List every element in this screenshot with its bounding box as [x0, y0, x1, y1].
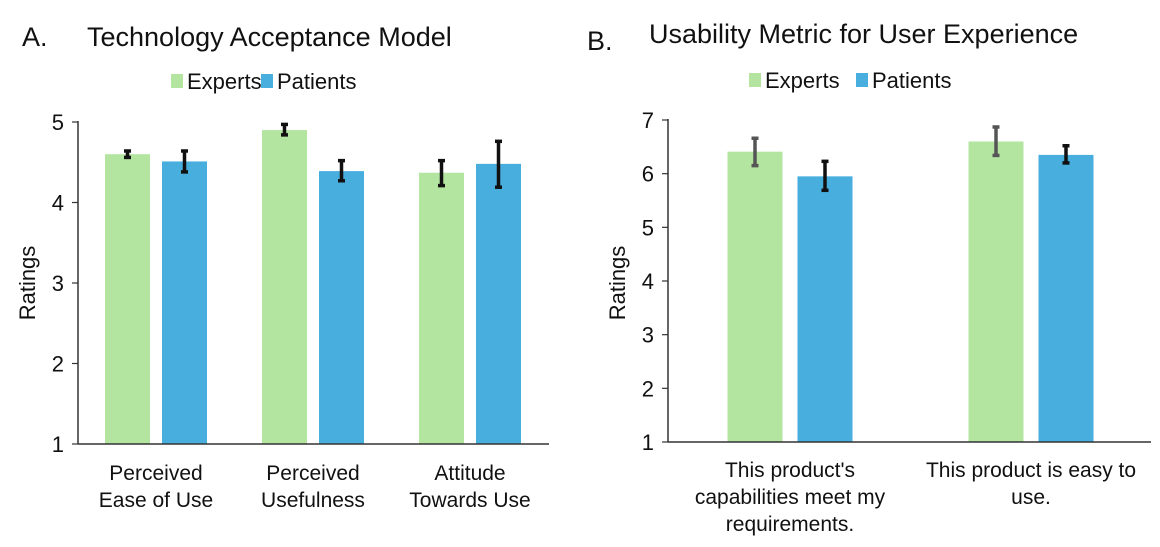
- chart-a-x-tick-label-line: Ease of Use: [99, 489, 213, 512]
- chart-a-plot: 1 2 3 4 5 Perceived Ease of Use Perceived Useful…: [52, 110, 549, 512]
- legend-label-experts: Experts: [187, 69, 262, 94]
- chart-a-title: Technology Acceptance Model: [87, 22, 452, 52]
- chart-a-y-axis-label: Ratings: [15, 246, 40, 321]
- chart-b-y-axis-label: Ratings: [605, 246, 630, 321]
- chart-a-bar-patients: [476, 163, 521, 445]
- chart-a-x-tick-label-line: Attitude: [434, 462, 505, 485]
- chart-b-x-tick-label: This product's capabilities meet my requir…: [695, 459, 886, 536]
- legend-swatch-experts: [171, 74, 183, 88]
- chart-b-x-tick-label-line: This product's: [725, 459, 855, 482]
- chart-b-bar-patients: [797, 176, 853, 442]
- chart-a-bar-experts: [105, 154, 150, 444]
- chart-a-x-tick-label-line: Towards Use: [409, 489, 530, 512]
- chart-a-y-tick-label: 1: [52, 432, 64, 457]
- chart-a: A. Technology Acceptance Model Experts P…: [15, 22, 549, 512]
- chart-b-y-tick-label: 3: [642, 323, 654, 348]
- chart-a-bar-experts: [262, 130, 307, 445]
- chart-a-bar-experts: [419, 172, 464, 444]
- legend-label-experts: Experts: [765, 68, 840, 93]
- chart-b-x-tick-label: This product is easy to use.: [926, 459, 1136, 509]
- legend-label-patients: Patients: [872, 68, 952, 93]
- legend-swatch-patients: [856, 73, 868, 87]
- chart-b-bar-patients: [1038, 154, 1094, 442]
- chart-a-x-tick-label-line: Perceived: [109, 462, 202, 485]
- chart-a-x-tick-label: Perceived Ease of Use: [99, 462, 213, 512]
- chart-b-bar-experts: [968, 141, 1024, 442]
- chart-a-y-tick-label: 2: [52, 352, 64, 377]
- chart-b-title: Usability Metric for User Experience: [649, 19, 1078, 49]
- chart-b-legend: Experts Patients: [749, 68, 952, 93]
- chart-b: B. Usability Metric for User Experience …: [587, 19, 1151, 536]
- chart-a-y-tick-label: 3: [52, 271, 64, 296]
- chart-b-y-tick-label: 7: [642, 108, 654, 133]
- chart-b-x-tick-label-line: This product is easy to: [926, 459, 1136, 482]
- chart-b-y-tick-label: 6: [642, 162, 654, 187]
- chart-a-x-tick-label-line: Usefulness: [261, 489, 365, 512]
- legend-swatch-experts: [749, 73, 761, 87]
- chart-a-bar-patients: [319, 171, 364, 445]
- chart-a-y-tick-label: 5: [52, 110, 64, 135]
- chart-a-y-tick-label: 4: [52, 191, 64, 216]
- chart-a-x-tick-label: Attitude Towards Use: [409, 462, 530, 512]
- chart-b-x-tick-label-line: use.: [1011, 486, 1051, 509]
- chart-a-x-tick-label: Perceived Usefulness: [261, 462, 365, 512]
- chart-b-y-tick-label: 1: [642, 430, 654, 455]
- chart-a-bar-patients: [162, 161, 207, 444]
- chart-b-x-tick-label-line: capabilities meet my: [695, 486, 886, 509]
- chart-a-legend: Experts Patients: [171, 69, 357, 94]
- chart-b-y-tick-label: 4: [642, 269, 654, 294]
- chart-b-y-tick-label: 5: [642, 215, 654, 240]
- panel-letter-b: B.: [587, 26, 613, 56]
- panel-letter-a: A.: [22, 22, 48, 52]
- chart-b-x-tick-label-line: requirements.: [726, 513, 854, 536]
- chart-b-bar-experts: [727, 151, 783, 442]
- legend-swatch-patients: [261, 74, 273, 88]
- chart-a-x-tick-label-line: Perceived: [266, 462, 359, 485]
- chart-b-plot: 1 2 3 4 5 6 7 This product's capabilities meet m…: [642, 108, 1151, 536]
- chart-b-y-tick-label: 2: [642, 376, 654, 401]
- legend-label-patients: Patients: [277, 69, 357, 94]
